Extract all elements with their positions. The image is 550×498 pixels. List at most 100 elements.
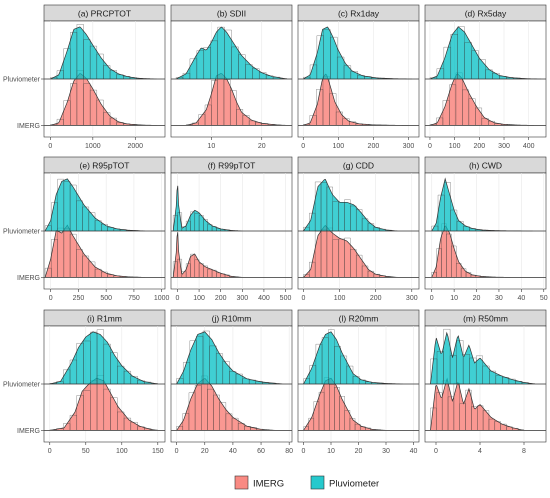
- x-tick-label: 4: [478, 448, 482, 455]
- panel-title: (d) Rx5day: [465, 9, 507, 19]
- ridge-group: [44, 70, 165, 126]
- x-tick-label: 0: [49, 295, 53, 302]
- x-tick-label: 10: [207, 143, 215, 150]
- x-tick-label: 20: [355, 448, 363, 455]
- x-tick-label: 200: [368, 143, 380, 150]
- legend-swatch: [234, 475, 249, 490]
- x-tick-label: 100: [116, 448, 128, 455]
- x-tick-label: 8: [522, 448, 526, 455]
- x-tick-label: 20: [473, 295, 481, 302]
- histogram-steps: [176, 330, 283, 384]
- histogram-steps: [175, 26, 288, 79]
- x-tick-label: 60: [257, 448, 265, 455]
- histogram-steps: [303, 181, 398, 231]
- ridge-group: [298, 329, 419, 385]
- panel-title: (g) CDD: [343, 161, 374, 171]
- x-tick-label: 750: [128, 295, 140, 302]
- y-tick-label: IMERG: [17, 428, 40, 435]
- x-tick-label: 400: [523, 143, 535, 150]
- histogram-steps: [429, 26, 542, 80]
- x-tick-label: 40: [229, 448, 237, 455]
- x-tick-label: 200: [370, 295, 382, 302]
- x-tick-label: 100: [193, 295, 205, 302]
- x-tick-label: 20: [201, 448, 209, 455]
- histogram-steps: [176, 375, 276, 431]
- x-tick-label: 0: [301, 143, 305, 150]
- ridge-group: [425, 72, 546, 126]
- ridge-group: [298, 224, 419, 278]
- x-tick-label: 2000: [127, 143, 143, 150]
- ridge-group: [44, 24, 165, 80]
- x-tick-label: 50: [540, 295, 548, 302]
- x-tick-label: 0: [302, 448, 306, 455]
- ridge-group: [425, 328, 546, 385]
- x-tick-label: 0: [175, 448, 179, 455]
- x-tick-label: 50: [82, 448, 90, 455]
- ridge-group: [44, 178, 165, 232]
- histogram-steps: [431, 223, 511, 278]
- legend-label: IMERG: [253, 479, 284, 490]
- panel-title: (j) R10mm: [212, 314, 252, 324]
- panel: (f) R99pTOT 0 100 200 300 400 500: [170, 156, 293, 302]
- y-tick-label: Pluviometer: [3, 77, 41, 84]
- histogram-steps: [431, 182, 533, 232]
- panel: (j) R10mm 0 20 40 60 80: [170, 309, 293, 455]
- x-tick-label: 300: [403, 143, 415, 150]
- panel-title: (c) Rx1day: [338, 9, 380, 19]
- x-tick-label: 10: [327, 448, 335, 455]
- ridge-group: [171, 73, 292, 126]
- y-tick-label: Pluviometer: [3, 382, 41, 389]
- ridge-group: [171, 232, 292, 278]
- ridge-group: [171, 330, 292, 385]
- x-tick-label: 100: [334, 295, 346, 302]
- x-tick-label: 200: [473, 143, 485, 150]
- panel-title: (m) R50mm: [463, 314, 508, 324]
- x-tick-label: 10: [450, 295, 458, 302]
- histogram-steps: [303, 29, 413, 80]
- panel: (l) R20mm 0 10 20 30 40: [297, 309, 420, 455]
- panel-title: (b) SDII: [217, 9, 246, 19]
- panel: (d) Rx5day 0 100 200 300 400: [424, 4, 547, 150]
- x-tick-label: 40: [410, 448, 418, 455]
- panel: (g) CDD 0 100 200 300: [297, 156, 420, 302]
- histogram-steps: [429, 72, 534, 126]
- x-tick-label: 0: [428, 143, 432, 150]
- y-tick-label: IMERG: [17, 123, 40, 130]
- x-tick-label: 0: [301, 295, 305, 302]
- panel-title: (h) CWD: [469, 161, 502, 171]
- panel-title: (i) R1mm: [87, 314, 122, 324]
- panel: (b) SDII 10 20: [170, 4, 293, 150]
- legend-swatch: [310, 475, 325, 490]
- x-tick-label: 0: [48, 448, 52, 455]
- x-tick-label: 300: [498, 143, 510, 150]
- ridge-group: [425, 177, 546, 232]
- histogram-steps: [49, 329, 159, 384]
- x-tick-label: 80: [285, 448, 293, 455]
- x-tick-label: 20: [258, 143, 266, 150]
- legend: IMERG Pluviometer: [234, 475, 379, 490]
- panel: (c) Rx1day 0 100 200 300: [297, 4, 420, 150]
- x-tick-label: 1000: [154, 295, 170, 302]
- histogram-steps: [172, 211, 243, 232]
- x-tick-label: 150: [152, 448, 164, 455]
- histogram-steps: [50, 70, 157, 126]
- x-tick-label: 200: [215, 295, 227, 302]
- ridge-group: [171, 375, 292, 431]
- x-tick-label: 30: [495, 295, 503, 302]
- x-tick-label: 0: [48, 143, 52, 150]
- x-tick-label: 100: [332, 143, 344, 150]
- ridge-group: [171, 185, 292, 232]
- histogram-steps: [430, 328, 536, 384]
- panel: (h) CWD 0 10 20 30 40 50: [424, 156, 548, 302]
- histogram-steps: [303, 329, 403, 385]
- x-tick-label: 40: [517, 295, 525, 302]
- histogram-steps: [172, 253, 243, 278]
- histogram-steps: [50, 24, 157, 80]
- ridge-group: [44, 329, 165, 385]
- x-tick-label: 100: [449, 143, 461, 150]
- histogram-steps: [303, 377, 387, 431]
- panel-title: (f) R99pTOT: [208, 161, 256, 171]
- x-tick-label: 300: [236, 295, 248, 302]
